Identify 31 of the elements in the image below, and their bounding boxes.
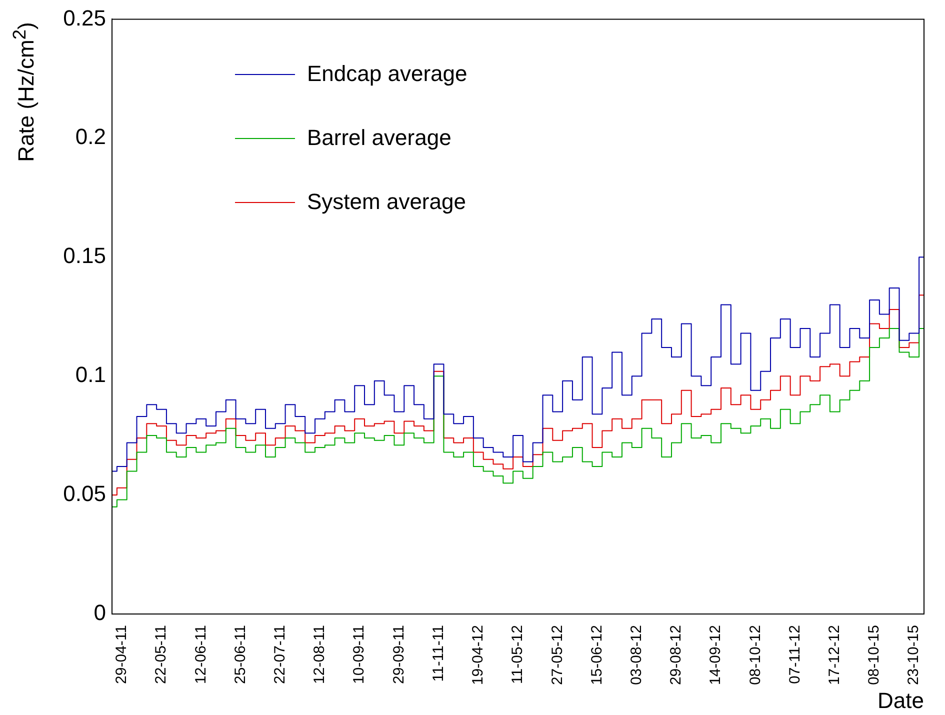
x-tick-label: 22-07-11 <box>271 625 288 684</box>
x-tick-label: 19-04-12 <box>470 625 487 686</box>
x-tick-label: 29-08-12 <box>668 625 685 686</box>
x-tick-label: 29-04-11 <box>113 625 130 684</box>
x-tick-label: 14-09-12 <box>707 625 724 686</box>
x-tick-label: 11-11-11 <box>430 625 447 682</box>
x-tick-label: 12-08-11 <box>311 625 328 684</box>
x-tick-label: 25-06-11 <box>232 625 249 684</box>
x-tick-label: 10-09-11 <box>350 625 368 684</box>
x-tick-label: 03-08-12 <box>628 625 645 686</box>
x-tick-label: 08-10-12 <box>746 625 764 686</box>
y-tick-label: 0.25 <box>63 5 106 30</box>
legend-label: Endcap average <box>307 61 468 87</box>
x-tick-label: 29-09-11 <box>390 625 408 684</box>
x-tick-label: 08-10-15 <box>866 625 883 686</box>
y-tick-label: 0 <box>94 600 106 626</box>
y-tick-label: 0.15 <box>63 243 106 268</box>
x-tick-label: 07-11-12 <box>786 625 804 684</box>
x-tick-label: 12-06-11 <box>192 625 210 684</box>
x-tick-label: 15-06-12 <box>588 625 606 686</box>
y-tick-label: 0.2 <box>75 124 106 150</box>
x-tick-label: 11-05-12 <box>509 625 526 684</box>
x-tick-label: 27-05-12 <box>548 625 566 686</box>
y-tick-label: 0.05 <box>63 481 106 506</box>
x-axis-title: Date <box>878 688 924 713</box>
x-tick-label: 17-12-12 <box>826 625 844 686</box>
legend-label: Barrel average <box>307 125 452 151</box>
x-tick-label: 23-10-15 <box>905 625 922 686</box>
legend-label: System average <box>307 189 466 215</box>
y-tick-label: 0.1 <box>75 362 106 388</box>
x-tick-label: 22-05-11 <box>152 625 170 684</box>
